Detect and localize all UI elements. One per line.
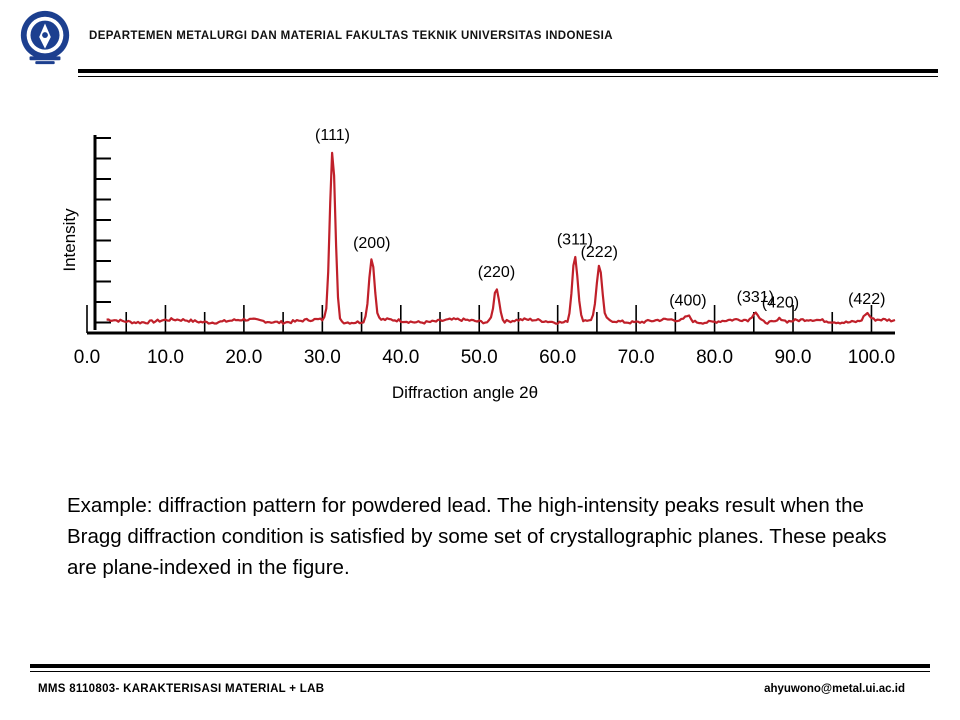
- y-axis-label: Intensity: [60, 208, 79, 272]
- x-tick-label: 10.0: [147, 347, 184, 368]
- department-title: DEPARTEMEN METALURGI DAN MATERIAL FAKULT…: [89, 30, 613, 42]
- header-divider-thin: [78, 76, 938, 77]
- peak-label: (331): [737, 289, 774, 306]
- x-tick-label: 0.0: [74, 347, 100, 368]
- header-divider: [78, 69, 938, 73]
- peak-label: (200): [353, 235, 390, 252]
- peak-label: (220): [478, 264, 515, 281]
- x-tick-label: 80.0: [696, 347, 733, 368]
- x-tick-label: 40.0: [382, 347, 419, 368]
- peak-label: (311): [557, 231, 593, 248]
- x-tick-label: 50.0: [461, 347, 498, 368]
- x-tick-label: 30.0: [304, 347, 341, 368]
- footer-divider-thin: [30, 671, 930, 672]
- peak-label: (222): [581, 244, 618, 261]
- peak-label: (400): [669, 293, 706, 310]
- x-tick-label: 100.0: [848, 347, 896, 368]
- x-tick-label: 90.0: [775, 347, 812, 368]
- peak-label: (111): [315, 127, 350, 144]
- diffraction-trace: [106, 151, 896, 325]
- slide-caption: Example: diffraction pattern for powdere…: [67, 494, 887, 579]
- x-tick-label: 60.0: [539, 347, 576, 368]
- peak-label: (420): [762, 294, 799, 311]
- university-logo: [20, 10, 70, 65]
- diffraction-chart: 0.0 10.0 20.0 30.0 40.0 50.0 60.0 70.0 80.0 90.0 1…: [60, 127, 896, 402]
- footer-divider: [30, 664, 930, 668]
- x-tick-label: 20.0: [225, 347, 262, 368]
- author-email: ahyuwono@metal.ui.ac.id: [764, 683, 905, 695]
- course-code: MMS 8110803- KARAKTERISASI MATERIAL + LA…: [38, 683, 325, 695]
- x-tick-label: 70.0: [618, 347, 655, 368]
- x-axis-label: Diffraction angle 2θ: [392, 383, 538, 402]
- peak-label: (422): [848, 291, 885, 308]
